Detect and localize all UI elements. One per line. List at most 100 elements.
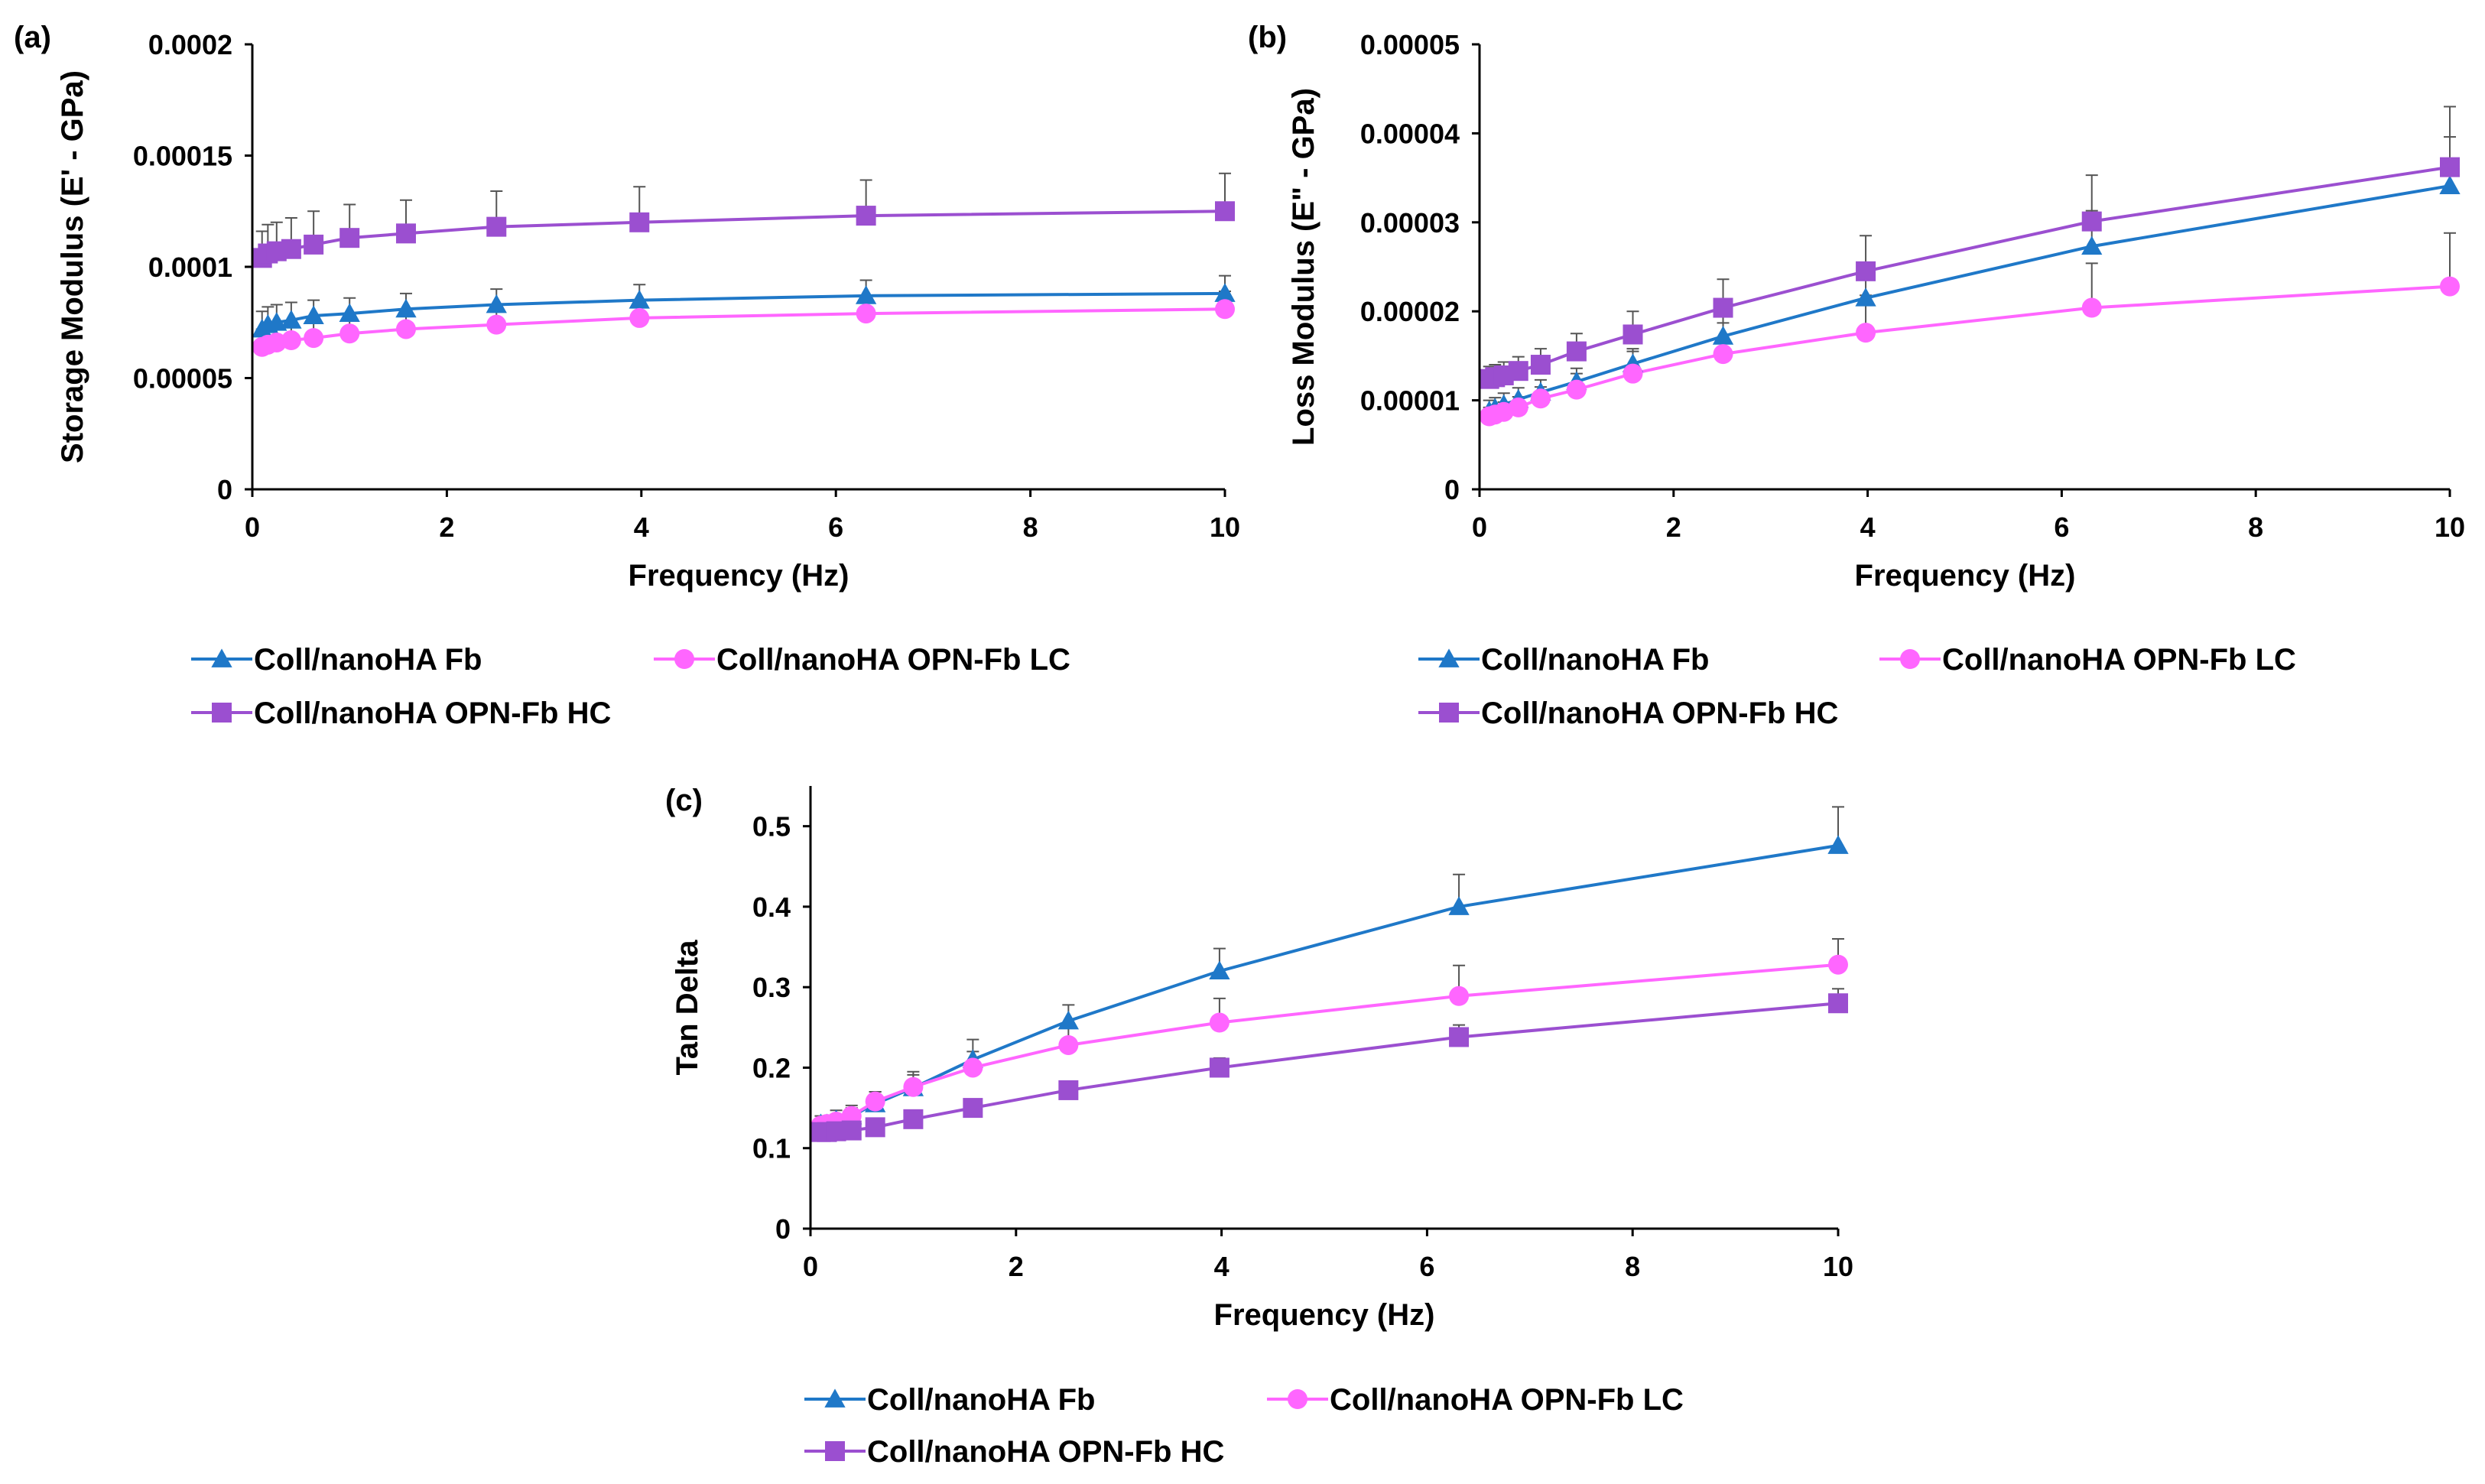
- data-point: [1449, 1027, 1470, 1047]
- x-tick-label: 2: [1009, 1251, 1024, 1282]
- panel-c-markers: [810, 835, 1849, 1142]
- panel-a-ylabel: Storage Modulus (E' - GPa): [56, 70, 89, 463]
- x-tick-label: 8: [2248, 511, 2263, 543]
- data-point: [629, 290, 650, 309]
- x-tick-label: 4: [1214, 1251, 1230, 1282]
- series-line: [820, 843, 1839, 1126]
- x-tick-label: 2: [439, 511, 454, 543]
- y-tick-label: 0.1: [752, 1133, 791, 1164]
- data-point: [1508, 361, 1528, 382]
- data-point: [1566, 379, 1587, 400]
- data-point: [865, 1091, 885, 1112]
- y-tick-label: 0.00005: [1360, 29, 1460, 60]
- x-tick-label: 0: [803, 1251, 818, 1282]
- data-point: [1856, 261, 1876, 281]
- legend-label: Coll/nanoHA OPN-Fb LC: [1942, 643, 2296, 677]
- x-tick-label: 10: [2435, 511, 2465, 543]
- data-point: [841, 1120, 862, 1141]
- panel-c-yticks: 0 0.1 0.2 0.3 0.4 0.5: [752, 811, 810, 1245]
- data-point: [486, 294, 507, 313]
- data-point: [281, 239, 301, 259]
- data-point: [855, 285, 877, 304]
- data-point: [1215, 299, 1235, 320]
- panel-a-letter: (a): [14, 21, 51, 54]
- data-point: [1058, 1034, 1079, 1055]
- data-point: [266, 332, 287, 352]
- data-point: [304, 328, 324, 349]
- data-point: [2440, 276, 2460, 297]
- data-point: [1215, 201, 1235, 222]
- legend-marker: [1900, 649, 1920, 669]
- y-tick-label: 0.3: [752, 972, 791, 1003]
- panel-c-letter: (c): [665, 784, 703, 817]
- x-tick-label: 6: [1419, 1251, 1434, 1282]
- x-tick-label: 8: [1023, 511, 1038, 543]
- data-point: [1530, 355, 1551, 375]
- panel-c-xticks: 0 2 4 6 8 10: [803, 1229, 1853, 1282]
- legend-label: Coll/nanoHA Fb: [254, 643, 482, 677]
- data-point: [903, 1076, 924, 1097]
- x-tick-label: 4: [634, 511, 649, 543]
- legend-marker: [1438, 648, 1460, 667]
- y-tick-label: 0.0002: [148, 29, 232, 60]
- y-tick-label: 0.00002: [1360, 296, 1460, 327]
- data-point: [1828, 993, 1848, 1014]
- data-point: [2081, 297, 2102, 318]
- data-point: [1623, 363, 1643, 384]
- data-point: [304, 234, 324, 255]
- panel-a-yticks: 0 0.00005 0.0001 0.00015 0.0002: [133, 29, 252, 505]
- data-point: [1209, 1012, 1230, 1033]
- panel-b-xticks: 0 2 4 6 8 10: [1472, 489, 2465, 543]
- x-tick-label: 0: [245, 511, 260, 543]
- legend-label: Coll/nanoHA Fb: [867, 1383, 1095, 1417]
- data-point: [856, 304, 876, 324]
- data-point: [339, 323, 360, 344]
- panel-a-xlabel: Frequency (Hz): [629, 559, 849, 593]
- data-point: [303, 305, 324, 324]
- data-point: [281, 310, 302, 329]
- data-point: [1530, 388, 1551, 409]
- data-point: [1209, 960, 1230, 980]
- legend-label: Coll/nanoHA OPN-Fb HC: [867, 1435, 1224, 1469]
- y-tick-label: 0.5: [752, 811, 791, 843]
- data-point: [1508, 397, 1528, 417]
- legend-marker: [1439, 703, 1459, 723]
- data-point: [395, 223, 416, 244]
- data-point: [903, 1109, 924, 1129]
- legend-marker: [212, 703, 232, 723]
- y-tick-label: 0.2: [752, 1052, 791, 1083]
- panel-a-markers: [252, 201, 1236, 357]
- panel-b-yticks: 0 0.00001 0.00002 0.00003 0.00004 0.00005: [1360, 29, 1480, 505]
- legend-label: Coll/nanoHA Fb: [1481, 643, 1709, 677]
- x-tick-label: 10: [1823, 1251, 1853, 1282]
- data-point: [339, 228, 360, 248]
- y-tick-label: 0: [1444, 474, 1460, 505]
- panel-c-lines: [820, 843, 1839, 1134]
- y-tick-label: 0.00003: [1360, 207, 1460, 239]
- panel-a-legend: Coll/nanoHA Fb Coll/nanoHA OPN-Fb LC Coll/…: [191, 643, 1070, 730]
- legend-label: Coll/nanoHA OPN-Fb LC: [1330, 1383, 1684, 1417]
- panel-c-xlabel: Frequency (Hz): [1214, 1298, 1435, 1332]
- legend-marker: [211, 648, 232, 667]
- data-point: [395, 319, 416, 339]
- data-point: [856, 206, 876, 226]
- panel-a-xticks: 0 2 4 6 8 10: [245, 489, 1240, 543]
- data-point: [1209, 1057, 1230, 1078]
- panel-c: (c) 0 0.1 0.2 0.3 0.4 0.5 0 2 4 6 8 10 Frequency (…: [665, 784, 1853, 1469]
- y-tick-label: 0.00004: [1360, 118, 1460, 149]
- panel-c-errors: [814, 806, 1844, 1132]
- data-point: [1713, 297, 1733, 318]
- data-point: [266, 312, 287, 331]
- data-point: [963, 1057, 983, 1078]
- data-point: [2439, 175, 2461, 194]
- y-tick-label: 0.00015: [133, 141, 232, 172]
- y-tick-label: 0: [217, 474, 232, 505]
- data-point: [1713, 344, 1733, 365]
- x-tick-label: 6: [2054, 511, 2069, 543]
- data-point: [1566, 341, 1587, 362]
- legend-label: Coll/nanoHA OPN-Fb HC: [254, 697, 611, 730]
- legend-marker: [674, 649, 694, 669]
- legend-marker: [825, 1441, 845, 1461]
- data-point: [1214, 283, 1236, 302]
- x-tick-label: 10: [1210, 511, 1240, 543]
